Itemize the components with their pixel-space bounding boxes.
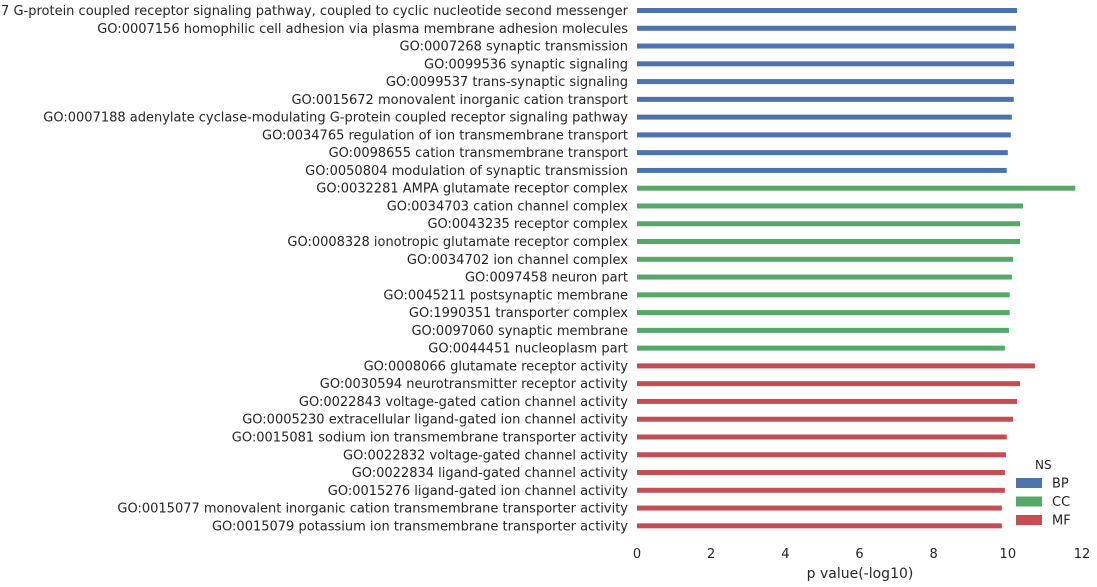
category-label: GO:0015672 monovalent inorganic cation t… [291, 93, 628, 108]
x-tick-label: 6 [855, 547, 863, 562]
bar [637, 61, 1015, 67]
category-label: GO:0034703 cation channel complex [387, 199, 629, 214]
category-label: GO:0005230 extracellular ligand-gated io… [242, 413, 628, 428]
bar [637, 452, 1006, 458]
bar [637, 363, 1035, 369]
category-label: GO:0044451 nucleoplasm part [428, 342, 628, 357]
bar [637, 487, 1005, 493]
x-tick-label: 12 [1074, 547, 1091, 562]
category-label: GO:0007188 adenylate cyclase-modulating … [43, 111, 628, 126]
bar [637, 398, 1018, 404]
legend-label: BP [1052, 477, 1069, 492]
bar [637, 274, 1012, 280]
bar [637, 221, 1021, 227]
category-label: GO:0043235 receptor complex [427, 217, 628, 232]
category-label: GO:0022832 voltage-gated channel activit… [343, 448, 628, 463]
category-label: GO:0030594 neurotransmitter receptor act… [320, 377, 629, 392]
category-label: GO:0097458 neuron part [465, 271, 628, 286]
bar [637, 327, 1009, 333]
category-label: GO:0050804 modulation of synaptic transm… [305, 164, 628, 179]
x-tick-label: 8 [930, 547, 938, 562]
category-label: GO:0008066 glutamate receptor activity [364, 359, 629, 374]
bar [637, 25, 1016, 31]
category-label: GO:0022843 voltage-gated cation channel … [299, 395, 628, 410]
category-label: GO:1990351 transporter complex [409, 306, 628, 321]
category-label: GO:0008328 ionotropic glutamate receptor… [287, 235, 628, 250]
legend-swatch [1016, 496, 1042, 507]
category-label: GO:0007268 synaptic transmission [400, 40, 628, 55]
bar [637, 416, 1014, 422]
bar [637, 505, 1002, 511]
bar [637, 96, 1014, 102]
category-label: GO:0007187 G-protein coupled receptor si… [0, 4, 629, 19]
bar [637, 185, 1076, 191]
bar [637, 8, 1018, 13]
category-label: GO:0034765 regulation of ion transmembra… [262, 128, 628, 143]
bar [637, 203, 1024, 209]
legend-label: MF [1052, 514, 1071, 529]
x-axis-ticks: 0 2 4 6 8 10 12 [633, 547, 1090, 562]
category-label: GO:0015079 potassium ion transmembrane t… [212, 519, 628, 534]
bar [637, 345, 1005, 351]
legend-title: NS [1035, 458, 1052, 472]
bar [637, 434, 1007, 440]
bar [637, 43, 1015, 49]
bar [637, 167, 1007, 173]
bar [637, 256, 1014, 262]
bar [637, 132, 1011, 138]
x-tick-label: 2 [707, 547, 715, 562]
bar [637, 381, 1021, 387]
category-label: GO:0015081 sodium ion transmembrane tran… [232, 430, 628, 445]
x-axis-title: p value(-log10) [807, 566, 914, 582]
category-label: GO:0015077 monovalent inorganic cation t… [117, 502, 628, 517]
bar [637, 470, 1005, 476]
category-labels: GO:0007187 G-protein coupled receptor si… [0, 4, 629, 534]
bar [637, 292, 1010, 298]
bars-layer [637, 8, 1076, 529]
x-tick-label: 10 [1000, 547, 1017, 562]
x-tick-label: 0 [633, 547, 641, 562]
category-label: GO:0034702 ion channel complex [407, 253, 628, 268]
legend-swatch [1016, 478, 1042, 488]
category-label: GO:0007156 homophilic cell adhesion via … [97, 22, 628, 37]
category-label: GO:0045211 postsynaptic membrane [383, 288, 628, 303]
category-label: GO:0099537 trans-synaptic signaling [386, 75, 628, 90]
bar [637, 239, 1021, 245]
x-tick-label: 4 [781, 547, 789, 562]
category-label: GO:0032281 AMPA glutamate receptor compl… [316, 182, 628, 197]
category-label: GO:0022834 ligand-gated channel activity [352, 466, 629, 481]
bar [637, 523, 1002, 529]
legend: NS BP CC MF [1016, 458, 1071, 529]
category-label: GO:0099536 synaptic signaling [424, 57, 628, 72]
bar [637, 114, 1012, 120]
category-label: GO:0097060 synaptic membrane [411, 324, 628, 339]
bar [637, 310, 1010, 316]
bar [637, 150, 1008, 156]
bar [637, 79, 1015, 85]
category-label: GO:0015276 ligand-gated ion channel acti… [328, 484, 629, 499]
category-label: GO:0098655 cation transmembrane transpor… [329, 146, 628, 161]
legend-swatch [1016, 515, 1042, 525]
legend-label: CC [1052, 495, 1070, 510]
